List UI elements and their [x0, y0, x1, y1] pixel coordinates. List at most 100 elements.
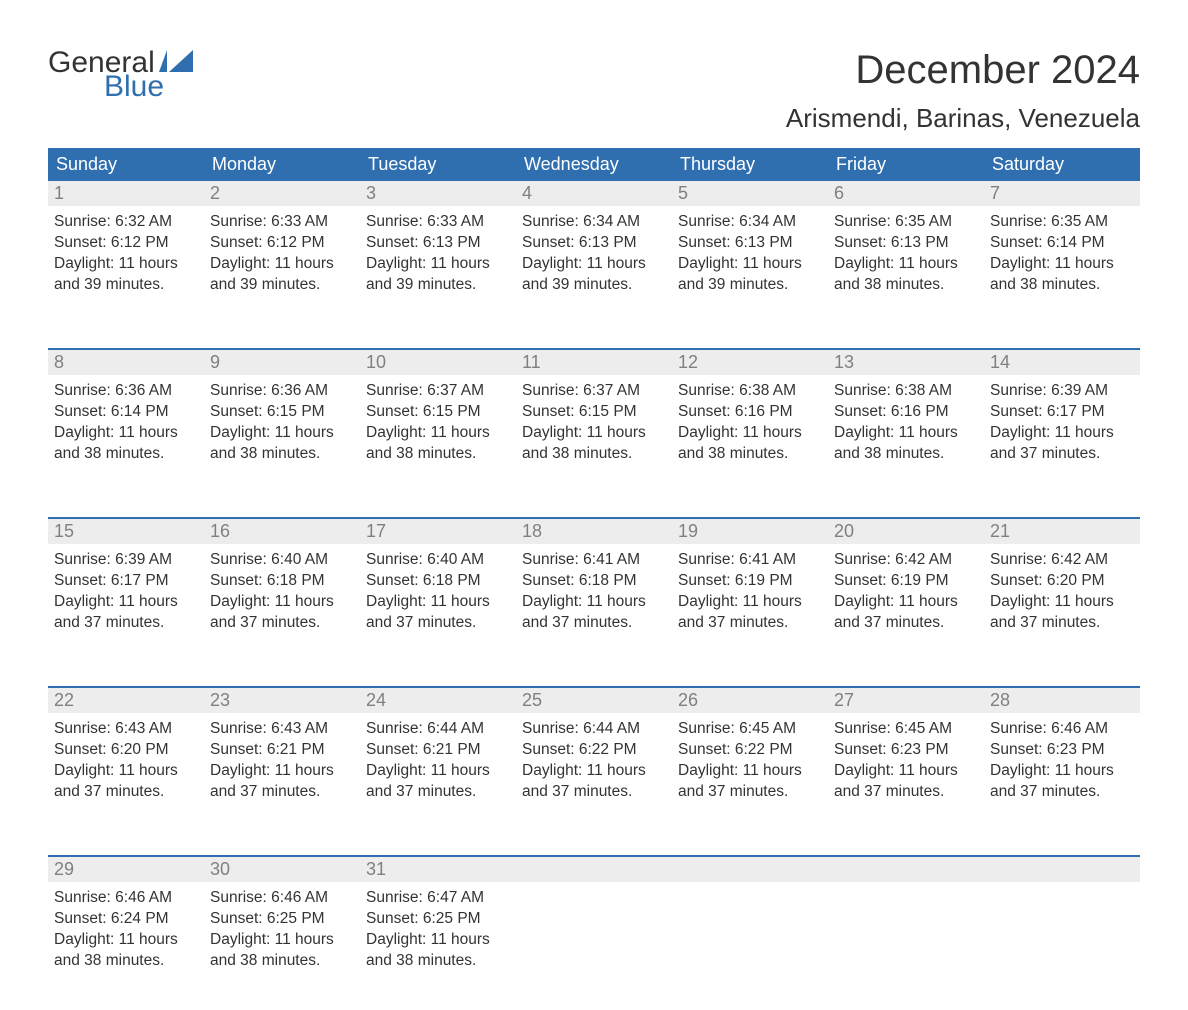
daylight-text-2: and 37 minutes. — [54, 613, 198, 634]
daylight-text-2: and 39 minutes. — [54, 275, 198, 296]
cell-body: Sunrise: 6:43 AMSunset: 6:21 PMDaylight:… — [204, 713, 360, 803]
day-number: 14 — [984, 350, 1140, 375]
sunrise-text: Sunrise: 6:37 AM — [522, 381, 666, 402]
sunset-text: Sunset: 6:12 PM — [54, 233, 198, 254]
calendar-cell: Sunrise: 6:45 AMSunset: 6:23 PMDaylight:… — [828, 713, 984, 841]
daylight-text-2: and 37 minutes. — [834, 782, 978, 803]
daylight-text-1: Daylight: 11 hours — [366, 423, 510, 444]
daylight-text-2: and 37 minutes. — [990, 613, 1134, 634]
sunrise-text: Sunrise: 6:45 AM — [834, 719, 978, 740]
cell-body: Sunrise: 6:38 AMSunset: 6:16 PMDaylight:… — [828, 375, 984, 465]
daylight-text-2: and 38 minutes. — [522, 444, 666, 465]
sunrise-text: Sunrise: 6:40 AM — [366, 550, 510, 571]
daylight-text-2: and 37 minutes. — [366, 782, 510, 803]
sunrise-text: Sunrise: 6:38 AM — [678, 381, 822, 402]
sunset-text: Sunset: 6:18 PM — [522, 571, 666, 592]
calendar-cell: Sunrise: 6:36 AMSunset: 6:15 PMDaylight:… — [204, 375, 360, 503]
calendar-cell: Sunrise: 6:40 AMSunset: 6:18 PMDaylight:… — [204, 544, 360, 672]
daylight-text-1: Daylight: 11 hours — [54, 930, 198, 951]
day-number: 10 — [360, 350, 516, 375]
daylight-text-1: Daylight: 11 hours — [54, 254, 198, 275]
header: General Blue December 2024 Arismendi, Ba… — [48, 48, 1140, 134]
week: 22232425262728Sunrise: 6:43 AMSunset: 6:… — [48, 686, 1140, 841]
sunset-text: Sunset: 6:17 PM — [54, 571, 198, 592]
daylight-text-2: and 38 minutes. — [54, 444, 198, 465]
sunrise-text: Sunrise: 6:36 AM — [54, 381, 198, 402]
daylight-text-1: Daylight: 11 hours — [54, 761, 198, 782]
day-number: 12 — [672, 350, 828, 375]
sunrise-text: Sunrise: 6:47 AM — [366, 888, 510, 909]
day-number: 26 — [672, 688, 828, 713]
sunset-text: Sunset: 6:15 PM — [522, 402, 666, 423]
sunset-text: Sunset: 6:19 PM — [834, 571, 978, 592]
daynum-row: 891011121314 — [48, 350, 1140, 375]
calendar-cell: Sunrise: 6:36 AMSunset: 6:14 PMDaylight:… — [48, 375, 204, 503]
sunset-text: Sunset: 6:13 PM — [522, 233, 666, 254]
calendar-cell: Sunrise: 6:37 AMSunset: 6:15 PMDaylight:… — [516, 375, 672, 503]
day-number — [516, 857, 672, 882]
cell-body: Sunrise: 6:41 AMSunset: 6:19 PMDaylight:… — [672, 544, 828, 634]
week-content: Sunrise: 6:36 AMSunset: 6:14 PMDaylight:… — [48, 375, 1140, 503]
sunrise-text: Sunrise: 6:34 AM — [522, 212, 666, 233]
daylight-text-2: and 38 minutes. — [366, 444, 510, 465]
cell-body: Sunrise: 6:47 AMSunset: 6:25 PMDaylight:… — [360, 882, 516, 972]
sunrise-text: Sunrise: 6:39 AM — [54, 550, 198, 571]
cell-body: Sunrise: 6:39 AMSunset: 6:17 PMDaylight:… — [48, 544, 204, 634]
calendar-cell — [984, 882, 1140, 1010]
calendar-cell: Sunrise: 6:40 AMSunset: 6:18 PMDaylight:… — [360, 544, 516, 672]
day-number: 27 — [828, 688, 984, 713]
day-number: 22 — [48, 688, 204, 713]
day-number: 31 — [360, 857, 516, 882]
day-number: 23 — [204, 688, 360, 713]
cell-body: Sunrise: 6:36 AMSunset: 6:14 PMDaylight:… — [48, 375, 204, 465]
calendar-cell: Sunrise: 6:34 AMSunset: 6:13 PMDaylight:… — [672, 206, 828, 334]
day-number: 16 — [204, 519, 360, 544]
calendar-cell — [828, 882, 984, 1010]
sunset-text: Sunset: 6:18 PM — [210, 571, 354, 592]
daylight-text-1: Daylight: 11 hours — [990, 423, 1134, 444]
daylight-text-2: and 37 minutes. — [990, 782, 1134, 803]
cell-body: Sunrise: 6:46 AMSunset: 6:23 PMDaylight:… — [984, 713, 1140, 803]
cell-body: Sunrise: 6:46 AMSunset: 6:25 PMDaylight:… — [204, 882, 360, 972]
week-content: Sunrise: 6:46 AMSunset: 6:24 PMDaylight:… — [48, 882, 1140, 1010]
cell-body: Sunrise: 6:45 AMSunset: 6:22 PMDaylight:… — [672, 713, 828, 803]
daynum-row: 15161718192021 — [48, 519, 1140, 544]
daylight-text-2: and 38 minutes. — [210, 951, 354, 972]
daylight-text-1: Daylight: 11 hours — [210, 592, 354, 613]
sunrise-text: Sunrise: 6:40 AM — [210, 550, 354, 571]
daylight-text-1: Daylight: 11 hours — [366, 930, 510, 951]
daylight-text-2: and 38 minutes. — [834, 444, 978, 465]
day-header: Thursday — [672, 148, 828, 181]
daylight-text-1: Daylight: 11 hours — [366, 254, 510, 275]
daylight-text-2: and 37 minutes. — [678, 782, 822, 803]
sunrise-text: Sunrise: 6:42 AM — [834, 550, 978, 571]
daylight-text-2: and 38 minutes. — [990, 275, 1134, 296]
sunrise-text: Sunrise: 6:38 AM — [834, 381, 978, 402]
day-number: 30 — [204, 857, 360, 882]
day-number: 1 — [48, 181, 204, 206]
daylight-text-2: and 37 minutes. — [522, 613, 666, 634]
sunset-text: Sunset: 6:12 PM — [210, 233, 354, 254]
calendar-cell: Sunrise: 6:46 AMSunset: 6:25 PMDaylight:… — [204, 882, 360, 1010]
week: 293031 Sunrise: 6:46 AMSunset: 6:24 PMDa… — [48, 855, 1140, 1010]
day-number: 2 — [204, 181, 360, 206]
day-number — [828, 857, 984, 882]
cell-body: Sunrise: 6:42 AMSunset: 6:19 PMDaylight:… — [828, 544, 984, 634]
calendar-cell: Sunrise: 6:35 AMSunset: 6:13 PMDaylight:… — [828, 206, 984, 334]
daylight-text-1: Daylight: 11 hours — [210, 930, 354, 951]
day-number — [984, 857, 1140, 882]
week-content: Sunrise: 6:43 AMSunset: 6:20 PMDaylight:… — [48, 713, 1140, 841]
sunset-text: Sunset: 6:13 PM — [834, 233, 978, 254]
calendar-cell: Sunrise: 6:46 AMSunset: 6:24 PMDaylight:… — [48, 882, 204, 1010]
cell-body: Sunrise: 6:32 AMSunset: 6:12 PMDaylight:… — [48, 206, 204, 296]
sunset-text: Sunset: 6:20 PM — [54, 740, 198, 761]
cell-body: Sunrise: 6:39 AMSunset: 6:17 PMDaylight:… — [984, 375, 1140, 465]
day-header: Tuesday — [360, 148, 516, 181]
sunset-text: Sunset: 6:14 PM — [990, 233, 1134, 254]
sunset-text: Sunset: 6:16 PM — [678, 402, 822, 423]
calendar-cell — [672, 882, 828, 1010]
cell-body: Sunrise: 6:37 AMSunset: 6:15 PMDaylight:… — [360, 375, 516, 465]
calendar-cell: Sunrise: 6:38 AMSunset: 6:16 PMDaylight:… — [828, 375, 984, 503]
daylight-text-2: and 38 minutes. — [678, 444, 822, 465]
day-number: 17 — [360, 519, 516, 544]
